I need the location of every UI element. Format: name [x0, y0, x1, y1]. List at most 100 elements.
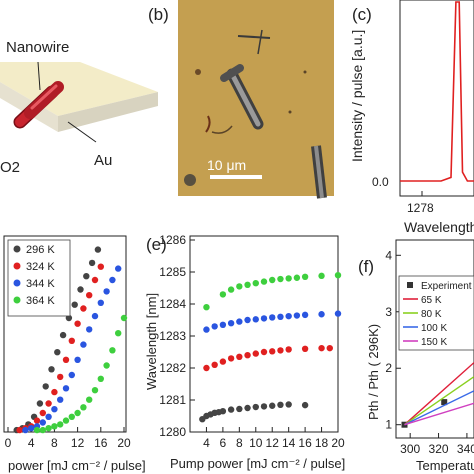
panel-e-point	[318, 272, 325, 280]
panel-e-point	[301, 345, 309, 352]
panel-e-xlabel: Pump power [mJ cm⁻² / pulse]	[170, 456, 345, 471]
panel-e-point	[227, 286, 235, 293]
panel-e-ytick-label: 1281	[159, 393, 186, 407]
panel-d-legend-label: 364 K	[26, 295, 55, 307]
panel-d-point	[68, 413, 76, 420]
panel-d-point	[62, 385, 70, 392]
panel-f-letter: (f)	[358, 257, 374, 276]
panel-d-ticks: 0 4 8 12 16 20	[5, 427, 131, 450]
panel-d-xtick-label: 20	[117, 436, 131, 450]
panel-e-point	[244, 352, 251, 359]
panel-f-legend-label: 80 K	[421, 309, 442, 320]
panel-d-legend-marker	[13, 296, 21, 304]
panel-f-legend-label: 65 K	[421, 295, 442, 306]
panel-f-ylabel: Pth / Pth ( 296K)	[366, 324, 381, 420]
panel-d-point	[45, 400, 52, 407]
panel-f-legend-label: 150 K	[421, 337, 447, 348]
panel-e-point	[219, 321, 227, 328]
panel-f-legend-label: Experiment	[421, 281, 472, 292]
panel-e-point	[244, 281, 251, 288]
panel-e-point	[260, 278, 268, 285]
panel-e-xtick-label: 10	[249, 436, 263, 450]
panel-a: Nanowire Au O2	[0, 39, 158, 176]
panel-d-point	[86, 396, 93, 403]
nanowire-image-right	[311, 145, 327, 199]
panel-d-point	[48, 366, 55, 373]
panel-e-point	[301, 401, 309, 409]
panel-e-point	[260, 403, 268, 410]
panel-e-point	[269, 402, 276, 409]
panel-e-ytick-label: 1284	[159, 297, 186, 311]
panel-e-point	[203, 326, 210, 333]
panel-d-legend	[7, 239, 71, 317]
panel-d-point	[80, 404, 87, 411]
panel-d-point	[68, 371, 76, 379]
panel-e-point	[293, 274, 301, 281]
panel-e-point	[318, 344, 325, 352]
panel-d-point	[86, 326, 93, 333]
panel-d-point	[86, 292, 93, 299]
spectrum-line	[400, 1, 474, 182]
panel-f-line	[404, 390, 474, 426]
panel-d-point	[74, 409, 81, 417]
panel-d-frame	[3, 235, 127, 433]
panel-d-legend-label: 296 K	[26, 244, 55, 256]
panel-e-point	[277, 313, 284, 320]
nanowire-icon	[13, 81, 64, 129]
panel-d-legend-marker	[13, 262, 21, 270]
debris-3	[195, 69, 201, 75]
panel-d: 0 4 8 12 16 20 296 K 324 K 344 K 364 K power [mJ…	[3, 235, 146, 473]
debris-2	[205, 115, 211, 133]
panel-b-letter: (b)	[148, 5, 169, 24]
panel-c-letter: (c)	[352, 5, 372, 24]
panel-e-point	[260, 348, 268, 356]
debris-5	[184, 174, 196, 186]
panel-b: (b) 10 μm	[148, 0, 334, 199]
panel-e-point	[260, 315, 268, 322]
panel-e: (e) 4 6 8 10 12 14 16 18 20 1280 1281 1282 1283 1284 1…	[144, 233, 345, 471]
panel-e-ytick-label: 1283	[159, 329, 186, 343]
panel-d-point	[74, 320, 81, 327]
panel-d-point	[51, 388, 58, 396]
panel-e-point	[236, 405, 243, 413]
panel-e-point	[285, 275, 292, 282]
panel-e-letter: (e)	[146, 235, 167, 254]
panel-f-ytick-label: 1	[385, 418, 392, 432]
panel-e-ticks: 4 6 8 10 12 14 16 18 20 1280 1281 1282 1283 1284 1285 1…	[159, 233, 345, 450]
panel-c-ytick: 0.0	[372, 175, 389, 189]
panel-e-point	[252, 403, 259, 411]
panel-d-point	[97, 375, 105, 382]
panel-d-xtick-label: 12	[71, 436, 85, 450]
panel-e-point	[293, 312, 301, 319]
panel-e-point	[236, 318, 243, 325]
panel-e-xtick-label: 18	[315, 436, 329, 450]
panel-e-point	[227, 355, 235, 362]
panel-e-ytick-label: 1285	[159, 265, 186, 279]
panel-d-point	[80, 305, 87, 312]
panel-f-ytick-label: 2	[385, 361, 392, 375]
panel-d-marks	[13, 246, 128, 434]
panel-d-point	[57, 373, 64, 381]
panel-d-point	[39, 409, 46, 417]
panel-d-point	[94, 246, 102, 253]
panel-d-point	[91, 276, 99, 284]
panel-f-xlabel: Temperatu	[416, 458, 474, 473]
panel-c-xlabel: Wavelength	[404, 219, 474, 235]
panel-d-point	[39, 426, 46, 434]
panel-d-point	[68, 337, 76, 344]
panel-e-xtick-label: 8	[236, 436, 243, 450]
panel-d-point	[91, 312, 99, 320]
panel-d-point	[77, 286, 84, 293]
panel-d-point	[62, 417, 70, 424]
panel-e-point	[203, 304, 210, 311]
panel-d-xlabel: power [mJ cm⁻² / pulse]	[8, 458, 146, 473]
panel-e-point	[334, 272, 342, 279]
panel-e-xtick-label: 12	[266, 436, 280, 450]
panel-d-point	[103, 288, 110, 295]
panel-d-legend-marker	[13, 279, 21, 287]
panel-c-frame	[399, 0, 474, 197]
panel-e-point	[236, 283, 243, 290]
panel-d-point	[33, 417, 41, 424]
panel-f-frame	[395, 239, 474, 439]
panel-d-point	[22, 426, 29, 434]
